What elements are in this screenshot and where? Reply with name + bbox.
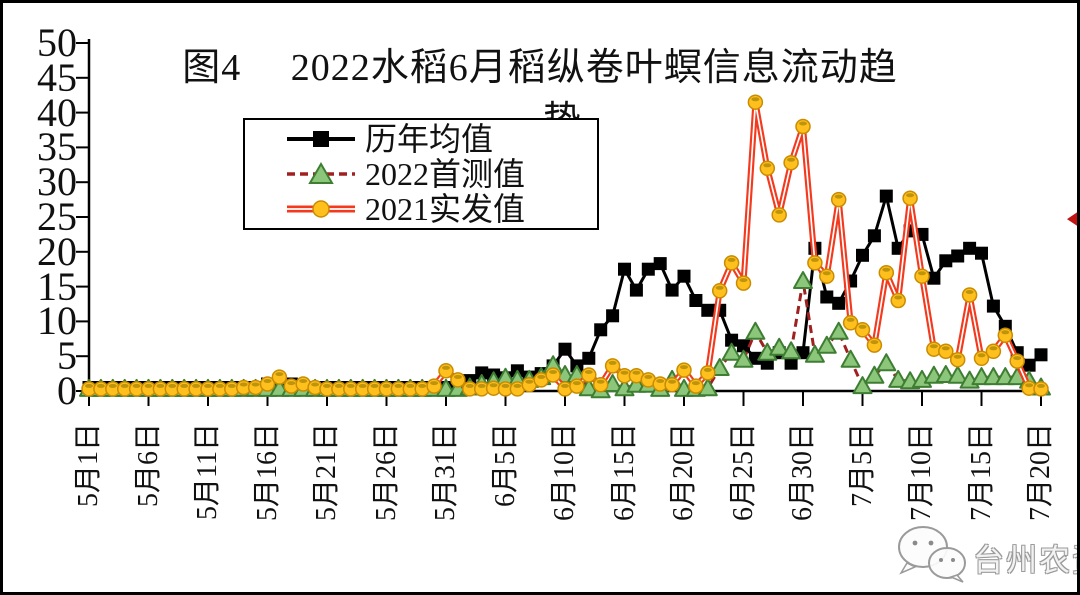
- y-axis-label: 40: [37, 89, 77, 135]
- chart-canvas: [76, 39, 1077, 406]
- chart-title: 图4 2022水稻6月稻纵卷叶螟信息流动趋: [182, 47, 898, 89]
- y-axis-label: 0: [57, 368, 77, 413]
- x-axis-label: 7月20日: [1025, 423, 1056, 522]
- legend-label: 2022首测值: [365, 155, 526, 192]
- legend-label: 历年均值: [365, 121, 494, 158]
- y-axis-label: 25: [37, 194, 77, 239]
- x-axis-label: 6月30日: [787, 423, 818, 522]
- x-axis-label: 5月26日: [370, 423, 402, 522]
- red-arrow-annotation: [1067, 212, 1077, 226]
- x-axis-label: 5月11日: [192, 423, 223, 520]
- green-triangle-dashed-line-icon: [287, 161, 355, 184]
- legend-label: 2021实发值: [365, 190, 526, 227]
- x-axis-label: 5月16日: [251, 423, 283, 522]
- legend-item-2021-actual: 2021实发值: [285, 192, 597, 226]
- y-axis-label: 15: [37, 263, 77, 309]
- x-axis-label: 6月5日: [489, 423, 521, 508]
- x-axis-label: 7月15日: [965, 423, 997, 522]
- legend: 历年均值 2022首测值 2021实发值: [243, 118, 599, 230]
- x-axis-label: 7月5日: [846, 423, 878, 508]
- legend-item-hist-avg: 历年均值: [285, 122, 597, 156]
- y-axis-label: 35: [37, 124, 77, 170]
- x-axis-label: 7月10日: [906, 423, 937, 522]
- x-axis-label: 6月25日: [727, 423, 759, 522]
- y-axis-label: 10: [37, 298, 77, 344]
- y-axis-label: 45: [37, 54, 77, 100]
- y-axis-label: 30: [37, 159, 77, 205]
- y-axis-label: 50: [37, 20, 77, 65]
- y-axis-label: 5: [57, 333, 77, 379]
- yellow-circle-red-line-icon: [287, 199, 355, 218]
- x-axis-label: 6月15日: [608, 423, 640, 522]
- black-square-line-icon: [287, 131, 355, 148]
- x-axis-label: 5月21日: [311, 423, 342, 522]
- y-axis-label: 20: [37, 228, 77, 274]
- x-axis-label: 6月10日: [549, 423, 580, 522]
- x-axis-label: 5月31日: [430, 423, 461, 522]
- x-axis-label: 5月6日: [132, 423, 164, 508]
- legend-item-2022-first: 2022首测值: [285, 157, 597, 191]
- x-axis-label: 5月1日: [73, 423, 104, 508]
- x-axis-label: 6月20日: [668, 423, 699, 522]
